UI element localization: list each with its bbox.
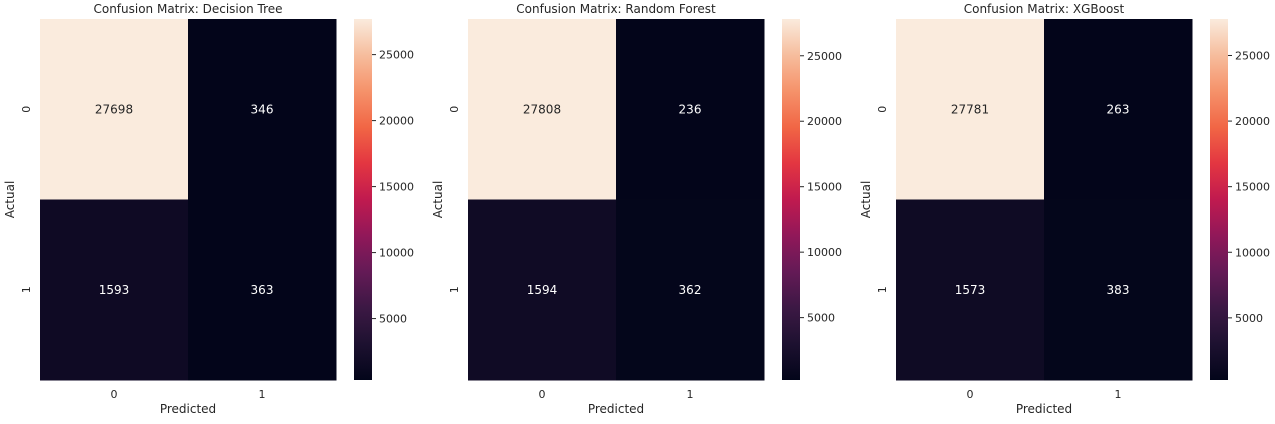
y-tick-label: 0 bbox=[448, 106, 461, 113]
x-tick-label: 0 bbox=[539, 388, 546, 401]
heatmap-cell-1-0 bbox=[896, 199, 1045, 381]
colorbar-tick-label: 25000 bbox=[807, 50, 842, 63]
heatmap-cell-0-0 bbox=[896, 19, 1045, 200]
cell-value-label: 27781 bbox=[951, 102, 989, 116]
cell-value-label: 362 bbox=[679, 283, 702, 297]
y-axis-label: Actual bbox=[859, 181, 873, 219]
colorbar-tick-label: 10000 bbox=[807, 246, 842, 259]
colorbar-tick-label: 15000 bbox=[1235, 181, 1270, 194]
colorbar-tick-label: 25000 bbox=[379, 49, 414, 62]
heatmap-cell-0-1 bbox=[616, 19, 765, 200]
cell-value-label: 1594 bbox=[527, 283, 558, 297]
x-tick-label: 1 bbox=[1115, 388, 1122, 401]
cell-value-label: 27698 bbox=[95, 102, 133, 116]
y-tick-label: 1 bbox=[876, 286, 889, 293]
colorbar bbox=[1210, 19, 1228, 380]
chart-title: Confusion Matrix: Random Forest bbox=[516, 2, 716, 16]
chart-title: Confusion Matrix: Decision Tree bbox=[93, 2, 282, 16]
heatmap-cell-1-1 bbox=[616, 199, 765, 381]
x-axis-label: Predicted bbox=[588, 402, 644, 416]
colorbar-tick-label: 5000 bbox=[807, 312, 835, 325]
heatmap-cell-1-1 bbox=[1044, 199, 1193, 381]
heatmap-cell-0-1 bbox=[188, 19, 337, 200]
x-tick-label: 1 bbox=[259, 388, 266, 401]
colorbar-tick-label: 15000 bbox=[379, 181, 414, 194]
cell-value-label: 363 bbox=[251, 283, 274, 297]
colorbar-tick-label: 20000 bbox=[1235, 115, 1270, 128]
heatmap-cell-1-0 bbox=[40, 199, 189, 381]
colorbar-tick-label: 10000 bbox=[379, 247, 414, 260]
y-tick-label: 1 bbox=[448, 286, 461, 293]
cell-value-label: 263 bbox=[1107, 102, 1130, 116]
chart-panel-2: Confusion Matrix: XGBoost 27781 263 1573 383… bbox=[859, 2, 1270, 416]
x-tick-label: 0 bbox=[967, 388, 974, 401]
heatmap-cell-0-0 bbox=[40, 19, 189, 200]
chart-panel-0: Confusion Matrix: Decision Tree 27698 346 1… bbox=[3, 2, 414, 416]
colorbar bbox=[354, 19, 372, 380]
chart-panel-1: Confusion Matrix: Random Forest 27808 236 1… bbox=[431, 2, 842, 416]
y-axis-label: Actual bbox=[431, 181, 445, 219]
x-tick-label: 1 bbox=[687, 388, 694, 401]
colorbar bbox=[782, 19, 800, 380]
colorbar-tick-label: 5000 bbox=[1235, 312, 1263, 325]
heatmap-cell-1-1 bbox=[188, 199, 337, 381]
colorbar-tick-label: 5000 bbox=[379, 313, 407, 326]
cell-value-label: 346 bbox=[251, 102, 274, 116]
x-tick-label: 0 bbox=[111, 388, 118, 401]
colorbar-tick-label: 25000 bbox=[1235, 49, 1270, 62]
y-axis-label: Actual bbox=[3, 181, 17, 219]
x-axis-label: Predicted bbox=[160, 402, 216, 416]
cell-value-label: 383 bbox=[1107, 283, 1130, 297]
x-axis-label: Predicted bbox=[1016, 402, 1072, 416]
heatmap-cell-0-0 bbox=[468, 19, 617, 200]
heatmap-cell-1-0 bbox=[468, 199, 617, 381]
y-tick-label: 1 bbox=[20, 286, 33, 293]
colorbar-tick-label: 15000 bbox=[807, 181, 842, 194]
y-tick-label: 0 bbox=[876, 106, 889, 113]
cell-value-label: 236 bbox=[679, 102, 702, 116]
chart-title: Confusion Matrix: XGBoost bbox=[964, 2, 1125, 16]
colorbar-tick-label: 20000 bbox=[807, 115, 842, 128]
colorbar-tick-label: 20000 bbox=[379, 115, 414, 128]
heatmap-cell-0-1 bbox=[1044, 19, 1193, 200]
cell-value-label: 1593 bbox=[99, 283, 130, 297]
cell-value-label: 27808 bbox=[523, 102, 561, 116]
y-tick-label: 0 bbox=[20, 106, 33, 113]
colorbar-tick-label: 10000 bbox=[1235, 246, 1270, 259]
cell-value-label: 1573 bbox=[955, 283, 986, 297]
